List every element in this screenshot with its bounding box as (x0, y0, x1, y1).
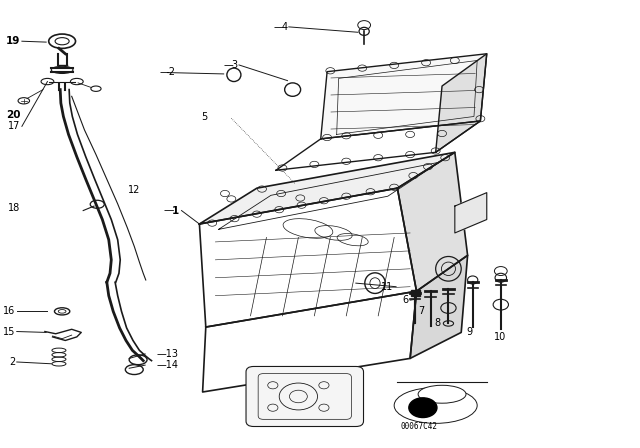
Text: 4: 4 (282, 22, 287, 32)
Text: —2: —2 (160, 67, 176, 77)
Text: 8: 8 (435, 319, 441, 328)
Polygon shape (321, 54, 487, 139)
Polygon shape (203, 291, 417, 392)
Text: 3: 3 (232, 60, 237, 70)
Text: 2: 2 (9, 357, 15, 367)
Polygon shape (410, 255, 468, 358)
Polygon shape (200, 188, 417, 327)
Polygon shape (276, 121, 481, 170)
Bar (411, 290, 420, 296)
Polygon shape (436, 54, 487, 152)
Text: 15: 15 (3, 327, 15, 336)
Text: —: — (273, 22, 283, 32)
Text: 9: 9 (467, 327, 472, 337)
Text: 12: 12 (128, 185, 141, 195)
Text: —: — (223, 60, 233, 70)
Text: 17: 17 (8, 121, 20, 131)
Polygon shape (397, 152, 468, 291)
Text: 18: 18 (8, 203, 20, 213)
Text: 00067C42: 00067C42 (401, 422, 438, 431)
Polygon shape (200, 152, 455, 224)
Text: 16: 16 (3, 306, 15, 316)
Text: —14: —14 (157, 360, 179, 370)
Text: 1: 1 (172, 206, 179, 215)
Text: 7: 7 (418, 306, 424, 316)
FancyBboxPatch shape (246, 366, 364, 426)
Text: 5: 5 (202, 112, 207, 122)
Text: 6: 6 (403, 295, 409, 305)
Circle shape (409, 398, 437, 418)
Text: 10: 10 (495, 332, 507, 342)
Text: —: — (163, 206, 174, 215)
Text: 19: 19 (6, 36, 20, 46)
Ellipse shape (394, 388, 477, 423)
Text: 20: 20 (6, 110, 20, 120)
Ellipse shape (418, 385, 466, 403)
Text: —13: —13 (157, 349, 179, 359)
Polygon shape (455, 193, 487, 233)
Text: 11: 11 (381, 282, 394, 292)
